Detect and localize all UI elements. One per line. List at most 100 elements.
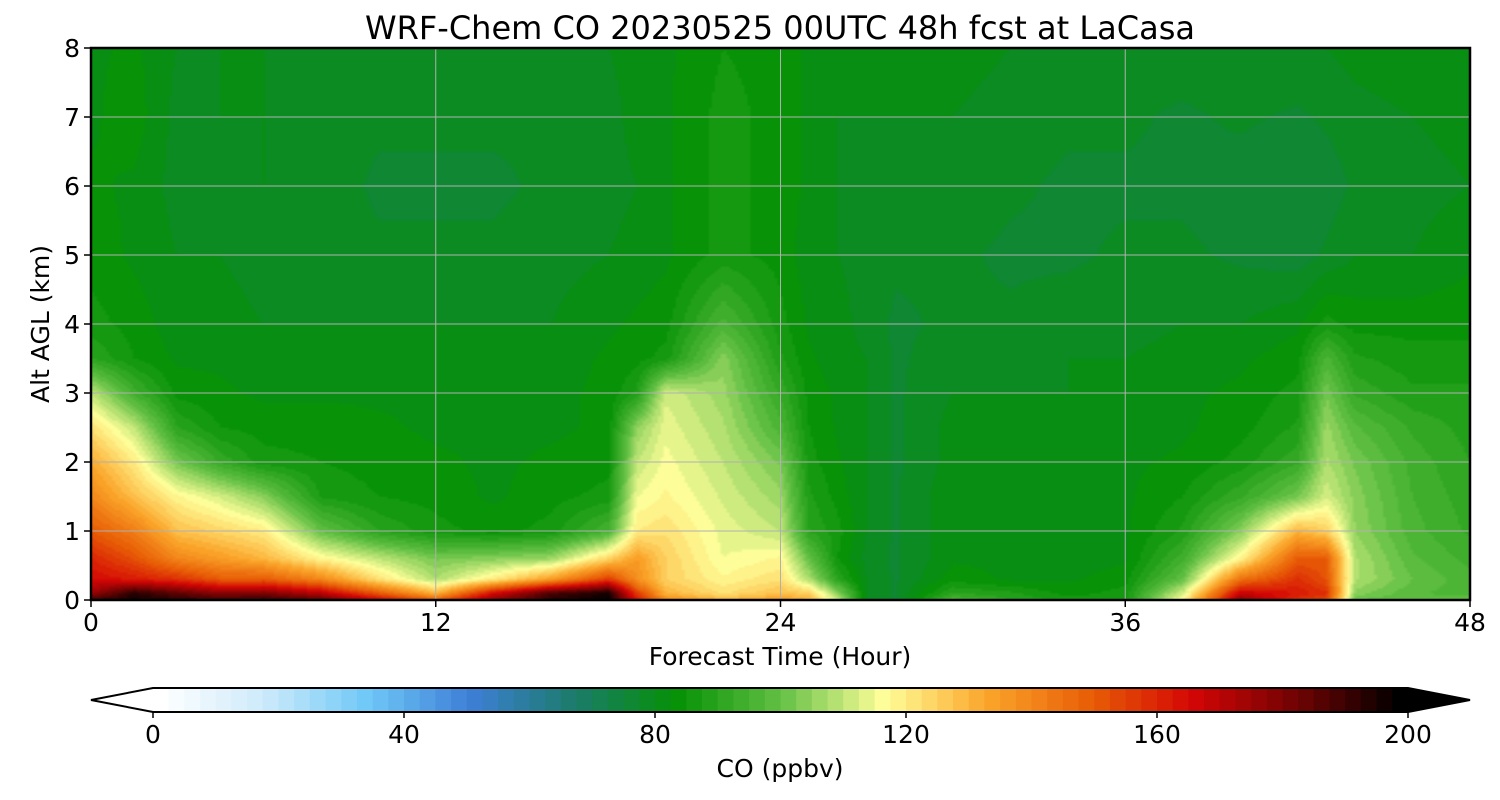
- colorbar-swatch: [1282, 688, 1299, 712]
- x-tick-label: 0: [83, 608, 99, 637]
- colorbar-extend-high: [1408, 688, 1470, 712]
- x-tick-label: 48: [1454, 608, 1486, 637]
- colorbar-swatch: [435, 688, 452, 712]
- colorbar-swatch: [498, 688, 515, 712]
- y-tick-label: 0: [64, 586, 80, 615]
- colorbar-tick-label: 0: [145, 720, 161, 749]
- colorbar-swatch: [968, 688, 986, 712]
- colorbar-swatch: [655, 688, 672, 712]
- colorbar-extend-low: [91, 688, 153, 712]
- colorbar-swatch: [1266, 688, 1284, 712]
- colorbar-swatch: [1015, 688, 1033, 712]
- chart-title: WRF-Chem CO 20230525 00UTC 48h fcst at L…: [365, 9, 1195, 47]
- colorbar-swatch: [388, 688, 405, 712]
- colorbar-ticks: 0 40 80 120 160 200: [145, 712, 1432, 749]
- colorbar-swatch: [639, 688, 656, 712]
- colorbar-swatch: [1000, 688, 1017, 712]
- colorbar-swatch: [404, 688, 421, 712]
- colorbar-tick-label: 40: [388, 720, 420, 749]
- colorbar-swatch: [545, 688, 562, 712]
- y-tick-label: 7: [64, 103, 80, 132]
- colorbar-swatch: [1188, 688, 1205, 712]
- colorbar-swatch: [576, 688, 593, 712]
- colorbar-swatch: [858, 688, 876, 712]
- colorbar-swatch: [1235, 688, 1252, 712]
- colorbar-swatch: [372, 688, 389, 712]
- colorbar-swatch: [686, 688, 703, 712]
- colorbar-swatch: [1360, 688, 1378, 712]
- colorbar-swatch: [1392, 688, 1409, 712]
- colorbar-swatch: [294, 688, 311, 712]
- colorbar-swatch: [953, 688, 970, 712]
- colorbar-swatch: [1078, 688, 1095, 712]
- y-tick-label: 2: [64, 448, 80, 477]
- colorbar-swatch: [827, 688, 844, 712]
- colorbar-swatch: [153, 688, 170, 712]
- colorbar-swatch: [451, 688, 468, 712]
- colorbar-swatch: [419, 688, 436, 712]
- colorbar-swatch: [874, 688, 891, 712]
- x-axis-ticks: 0 12 24 36 48: [83, 600, 1486, 637]
- colorbar-swatch: [200, 688, 217, 712]
- colorbar-swatch: [1031, 688, 1048, 712]
- colorbar-swatch: [1313, 688, 1331, 712]
- colorbar-swatch: [247, 688, 264, 712]
- colorbar-tick-label: 200: [1384, 720, 1432, 749]
- colorbar-swatch: [906, 688, 923, 712]
- colorbar-swatch: [717, 688, 735, 712]
- colorbar-swatch: [843, 688, 860, 712]
- x-tick-label: 12: [420, 608, 452, 637]
- colorbar-swatch: [607, 688, 625, 712]
- x-axis-label: Forecast Time (Hour): [649, 642, 912, 671]
- colorbar-swatch: [764, 688, 782, 712]
- colorbar-swatch: [325, 688, 342, 712]
- colorbar-swatch: [937, 688, 954, 712]
- y-tick-label: 6: [64, 172, 80, 201]
- colorbar-swatch: [513, 688, 531, 712]
- colorbar-swatch: [356, 688, 374, 712]
- y-tick-label: 1: [64, 517, 80, 546]
- colorbar-swatch: [215, 688, 233, 712]
- colorbar-swatch: [984, 688, 1001, 712]
- colorbar-tick-label: 120: [882, 720, 930, 749]
- colorbar-swatch: [341, 688, 358, 712]
- colorbar-swatch: [466, 688, 484, 712]
- colorbar-swatch: [1376, 688, 1393, 712]
- y-tick-label: 3: [64, 379, 80, 408]
- colorbar-swatch: [921, 688, 938, 712]
- colorbar-swatch: [733, 688, 750, 712]
- colorbar-swatch: [1298, 688, 1315, 712]
- colorbar-swatch: [1141, 688, 1158, 712]
- colorbar-swatch: [1345, 688, 1362, 712]
- colorbar-swatch: [1172, 688, 1189, 712]
- colorbar-swatch: [1125, 688, 1142, 712]
- colorbar-swatch: [231, 688, 248, 712]
- y-tick-label: 8: [64, 34, 80, 63]
- colorbar-swatch: [1204, 688, 1221, 712]
- colorbar-swatch: [482, 688, 499, 712]
- colorbar: [90, 687, 1471, 713]
- colorbar-swatch: [592, 688, 609, 712]
- x-tick-label: 24: [765, 608, 797, 637]
- colorbar-swatch: [796, 688, 813, 712]
- colorbar-swatch: [168, 688, 185, 712]
- colorbar-swatch: [1062, 688, 1080, 712]
- colorbar-swatch: [184, 688, 201, 712]
- colorbar-swatch: [623, 688, 640, 712]
- colorbar-swatch: [278, 688, 295, 712]
- y-axis-ticks: 0 1 2 3 4 5 6 7 8: [64, 34, 91, 615]
- y-tick-label: 5: [64, 241, 80, 270]
- x-tick-label: 36: [1109, 608, 1141, 637]
- colorbar-swatch: [1094, 688, 1111, 712]
- y-axis-label: Alt AGL (km): [26, 245, 55, 403]
- colorbar-swatch: [1219, 688, 1237, 712]
- colorbar-swatch: [529, 688, 546, 712]
- colorbar-swatch: [811, 688, 829, 712]
- colorbar-swatch: [702, 688, 719, 712]
- y-tick-label: 4: [64, 310, 80, 339]
- colorbar-swatch: [262, 688, 280, 712]
- colorbar-tick-label: 80: [639, 720, 671, 749]
- colorbar-swatch: [560, 688, 578, 712]
- colorbar-swatch: [1329, 688, 1346, 712]
